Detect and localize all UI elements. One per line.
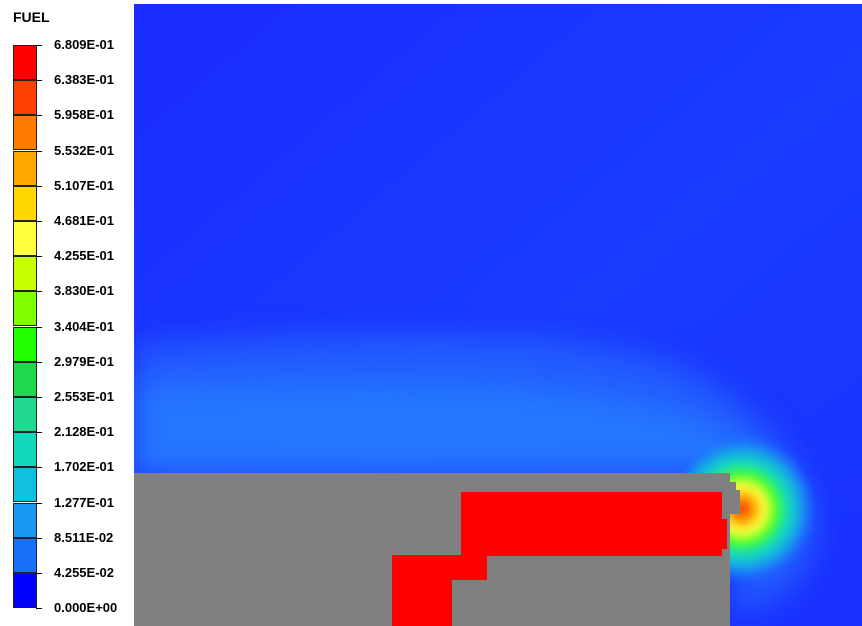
legend-tick-label: 6.809E-01 xyxy=(54,37,114,52)
legend-tick xyxy=(36,221,42,222)
legend-tick xyxy=(36,45,42,46)
legend-swatch xyxy=(13,115,37,150)
color-legend: FUEL 6.809E-01 6.383E-01 5.958E-01 5.532E-0… xyxy=(0,0,134,626)
legend-swatch xyxy=(13,538,37,573)
legend-swatch xyxy=(13,397,37,432)
legend-swatch xyxy=(13,291,37,326)
legend-tick xyxy=(36,186,42,187)
legend-swatch xyxy=(13,186,37,221)
legend-tick xyxy=(36,151,42,152)
legend-tick xyxy=(36,467,42,468)
contour-svg xyxy=(134,4,862,626)
legend-tick xyxy=(36,327,42,328)
legend-swatch xyxy=(13,573,37,608)
legend-tick xyxy=(36,291,42,292)
legend-tick-label: 3.404E-01 xyxy=(54,319,114,334)
legend-tick xyxy=(36,503,42,504)
legend-tick-label: 5.532E-01 xyxy=(54,143,114,158)
legend-tick-label: 5.107E-01 xyxy=(54,178,114,193)
legend-tick-label: 8.511E-02 xyxy=(54,530,114,545)
legend-tick-label: 5.958E-01 xyxy=(54,107,114,122)
legend-title: FUEL xyxy=(13,9,50,25)
legend-tick-label: 2.979E-01 xyxy=(54,354,114,369)
legend-swatch xyxy=(13,80,37,115)
legend-swatch xyxy=(13,432,37,467)
legend-tick xyxy=(36,397,42,398)
legend-swatch xyxy=(13,362,37,397)
contour-plot xyxy=(134,4,862,626)
legend-tick xyxy=(36,432,42,433)
fuel-core xyxy=(392,492,727,626)
legend-tick-label: 2.553E-01 xyxy=(54,389,114,404)
legend-tick-label: 2.128E-01 xyxy=(54,424,114,439)
legend-tick-label: 0.000E+00 xyxy=(54,600,118,615)
legend-tick xyxy=(36,608,42,609)
legend-tick-label: 1.702E-01 xyxy=(54,459,114,474)
legend-tick-label: 1.277E-01 xyxy=(54,495,114,510)
legend-swatch xyxy=(13,256,37,291)
legend-tick-label: 4.681E-01 xyxy=(54,213,114,228)
legend-swatch xyxy=(13,503,37,538)
legend-tick xyxy=(36,80,42,81)
legend-tick xyxy=(36,115,42,116)
legend-swatch xyxy=(13,45,37,80)
legend-tick xyxy=(36,362,42,363)
legend-tick xyxy=(36,573,42,574)
legend-tick xyxy=(36,256,42,257)
legend-tick-label: 4.255E-02 xyxy=(54,565,114,580)
legend-tick xyxy=(36,538,42,539)
plume-mid xyxy=(134,379,789,544)
legend-swatch xyxy=(13,467,37,502)
legend-tick-label: 6.383E-01 xyxy=(54,72,114,87)
legend-swatch xyxy=(13,151,37,186)
legend-tick-label: 3.830E-01 xyxy=(54,283,114,298)
legend-tick-label: 4.255E-01 xyxy=(54,248,114,263)
legend-swatch xyxy=(13,221,37,256)
legend-swatch xyxy=(13,327,37,362)
